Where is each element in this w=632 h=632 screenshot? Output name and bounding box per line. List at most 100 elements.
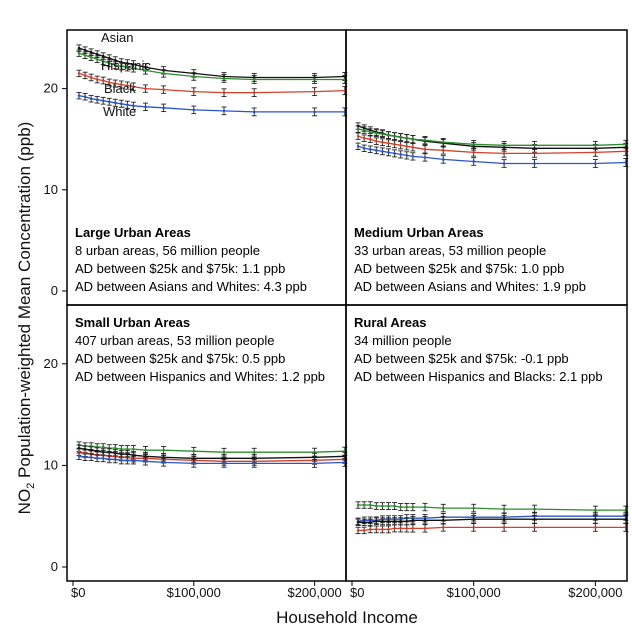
y-tick-label: 20 — [44, 81, 58, 96]
data-point — [132, 67, 135, 70]
data-point — [101, 79, 105, 82]
data-point — [126, 103, 129, 107]
data-point — [113, 58, 117, 62]
data-point — [399, 143, 402, 147]
data-point — [362, 147, 366, 150]
data-point — [132, 104, 135, 108]
panel-annotation-line: AD between Asians and Whites: 1.9 ppb — [354, 279, 586, 294]
data-point — [441, 518, 445, 522]
data-point — [356, 144, 360, 148]
data-point — [502, 162, 506, 165]
data-point — [411, 518, 415, 522]
data-point — [95, 98, 99, 102]
data-point — [393, 519, 396, 523]
data-point — [89, 455, 93, 459]
data-point — [368, 137, 372, 141]
data-point — [101, 99, 105, 103]
data-point — [144, 105, 147, 109]
axes-layer: Asian Hispanic Black White 0 10 20 0 10 20 $0 $100,… — [44, 30, 623, 600]
data-point — [405, 505, 409, 509]
data-point — [368, 503, 372, 507]
panel-title: Rural Areas — [354, 315, 427, 330]
data-point — [222, 77, 226, 80]
data-point — [89, 76, 93, 79]
x-tick-label: $100,000 — [167, 585, 221, 600]
data-point — [95, 78, 99, 81]
data-point — [120, 447, 123, 451]
y-tick-label: 0 — [51, 283, 58, 298]
data-point — [144, 460, 147, 463]
data-point — [132, 447, 135, 451]
race-label-white: White — [103, 104, 136, 119]
data-point — [423, 527, 427, 530]
data-point — [144, 69, 147, 72]
data-point — [83, 95, 87, 98]
panel-1: Large Urban Areas 8 urban areas, 56 milli… — [66, 29, 348, 306]
data-point — [387, 151, 390, 154]
data-point — [411, 137, 415, 141]
data-point — [222, 109, 226, 113]
data-point — [441, 149, 445, 152]
panel-title: Large Urban Areas — [75, 225, 191, 240]
panel-annotation-line: AD between Asians and Whites: 4.3 ppb — [75, 279, 307, 294]
data-point — [107, 62, 111, 65]
data-point — [313, 110, 316, 114]
panel-annotation-line: AD between $25k and $75k: 1.0 ppb — [354, 261, 564, 276]
data-point — [594, 526, 597, 529]
series-line-hispanic — [78, 444, 345, 453]
data-point — [368, 520, 372, 524]
data-point — [120, 459, 123, 462]
data-point — [89, 55, 93, 59]
data-point — [222, 450, 226, 454]
panel-frame — [345, 304, 628, 582]
data-point — [387, 504, 390, 508]
data-point — [77, 454, 81, 458]
data-point — [472, 517, 475, 521]
panel-annotation-line: 407 urban areas, 53 million people — [75, 333, 274, 348]
series-white-panel-3 — [76, 452, 348, 468]
x-tick-label: $0 — [71, 585, 85, 600]
data-point — [381, 504, 384, 508]
data-point — [399, 153, 402, 156]
series-black-panel-2 — [355, 132, 629, 158]
data-point — [77, 51, 81, 55]
data-point — [405, 519, 409, 523]
data-point — [362, 529, 366, 532]
data-point — [472, 160, 475, 163]
data-point — [101, 456, 105, 460]
data-point — [393, 527, 396, 530]
data-point — [162, 88, 165, 91]
data-point — [113, 82, 117, 85]
data-point — [107, 56, 111, 60]
data-point — [411, 145, 415, 149]
series-hispanic-panel-1 — [76, 49, 348, 84]
data-point — [423, 148, 427, 151]
data-point — [387, 133, 390, 137]
y-tick-label: 0 — [51, 559, 58, 574]
data-point — [362, 128, 366, 132]
data-point — [594, 517, 597, 521]
data-point — [83, 53, 87, 57]
data-point — [594, 151, 597, 154]
data-point — [362, 136, 366, 140]
data-point — [107, 100, 111, 104]
data-point — [162, 448, 165, 452]
data-point — [472, 526, 475, 529]
data-point — [101, 59, 105, 63]
data-point — [77, 46, 81, 50]
data-point — [441, 140, 445, 144]
data-point — [356, 503, 360, 507]
data-point — [411, 155, 415, 158]
y-tick-label: 10 — [44, 457, 58, 472]
data-point — [399, 527, 402, 530]
data-point — [381, 132, 384, 136]
data-point — [120, 102, 123, 106]
panel-annotation-line: AD between Hispanics and Whites: 1.2 ppb — [75, 369, 325, 384]
data-point — [77, 94, 81, 97]
series-hispanic-panel-2 — [355, 125, 629, 150]
data-point — [375, 519, 378, 523]
series-black-panel-4 — [355, 522, 629, 535]
data-point — [375, 131, 378, 135]
series-white-panel-4 — [355, 511, 629, 525]
data-point — [126, 66, 129, 69]
